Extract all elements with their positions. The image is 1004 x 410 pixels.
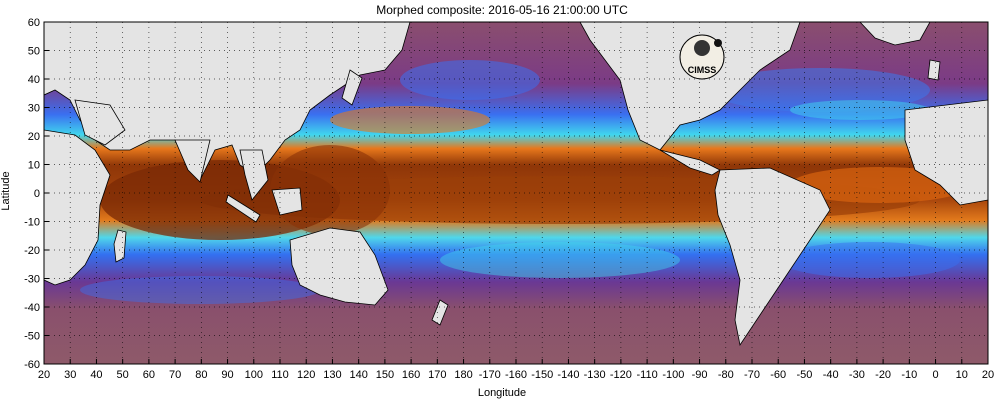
- chart-title: Morphed composite: 2016-05-16 21:00:00 U…: [376, 3, 628, 17]
- y-tick-label: 20: [28, 131, 40, 143]
- x-tick-label: -70: [744, 369, 760, 381]
- x-tick-label: 90: [221, 369, 233, 381]
- central-america-landmass: [659, 149, 721, 176]
- x-axis-label: Longitude: [477, 387, 527, 399]
- y-tick-label: 50: [28, 46, 40, 58]
- south-america-landmass: [714, 167, 831, 347]
- y-axis-ticks: 60 50 40 30 20 10 0 -10 -20 -30 -40 -50 -60: [24, 17, 49, 371]
- x-tick-label: -160: [505, 369, 527, 381]
- north-america-landmass: [579, 22, 801, 151]
- uk-landmass: [927, 59, 941, 81]
- cimss-logo-text: CIMSS: [688, 65, 717, 75]
- australia-landmass: [289, 227, 389, 306]
- x-tick-label: -20: [875, 369, 891, 381]
- indochina-landmass: [239, 149, 269, 201]
- x-tick-label: 70: [169, 369, 181, 381]
- x-tick-label: -90: [692, 369, 708, 381]
- greenland-landmass: [859, 22, 931, 46]
- x-tick-label: 60: [143, 369, 155, 381]
- x-tick-label: -120: [610, 369, 632, 381]
- x-tick-label: 30: [64, 369, 76, 381]
- y-tick-label: 30: [28, 103, 40, 115]
- arabia-landmass: [74, 99, 126, 146]
- africa-landmass: [44, 129, 111, 286]
- x-axis-ticks: 20 30 40 50 60 70 80 90 100 110 120 130 140 150 160 170…: [38, 359, 994, 381]
- y-tick-label: -60: [24, 359, 40, 371]
- x-tick-label: -60: [770, 369, 786, 381]
- land-masses: [44, 22, 988, 347]
- y-tick-label: 60: [28, 17, 40, 29]
- x-tick-label: 120: [297, 369, 315, 381]
- y-tick-label: -40: [24, 302, 40, 314]
- x-tick-label: 50: [117, 369, 129, 381]
- y-tick-label: -20: [24, 245, 40, 257]
- x-tick-label: 40: [90, 369, 102, 381]
- sumatra-landmass: [225, 194, 261, 223]
- x-tick-label: 10: [956, 369, 968, 381]
- west-africa-landmass: [904, 99, 988, 206]
- y-tick-label: 0: [34, 188, 40, 200]
- new-zealand-landmass: [431, 299, 449, 326]
- x-tick-label: -50: [796, 369, 812, 381]
- x-tick-label: 130: [323, 369, 341, 381]
- map-field: [44, 22, 988, 364]
- japan-landmass: [341, 69, 363, 106]
- x-tick-label: -110: [637, 369, 658, 381]
- x-tick-label: 0: [932, 369, 938, 381]
- x-tick-label: 20: [38, 369, 50, 381]
- borneo-landmass: [271, 187, 303, 216]
- y-tick-label: -10: [24, 217, 40, 229]
- y-tick-label: -30: [24, 274, 40, 286]
- x-tick-label: 160: [402, 369, 420, 381]
- x-tick-label: 140: [349, 369, 367, 381]
- cimss-logo: CIMSS: [679, 34, 725, 80]
- x-tick-label: -30: [849, 369, 865, 381]
- x-tick-label: 180: [454, 369, 472, 381]
- y-tick-label: 40: [28, 74, 40, 86]
- x-tick-label: 80: [195, 369, 207, 381]
- x-tick-label: 170: [428, 369, 446, 381]
- x-tick-label: -10: [901, 369, 917, 381]
- x-tick-label: 100: [245, 369, 263, 381]
- graticule-grid: [44, 22, 988, 364]
- x-tick-label: -40: [823, 369, 839, 381]
- x-tick-label: -150: [531, 369, 553, 381]
- x-tick-label: -130: [584, 369, 606, 381]
- x-tick-label: 110: [271, 369, 289, 381]
- y-tick-label: 10: [28, 160, 40, 172]
- x-tick-label: -80: [718, 369, 734, 381]
- x-tick-label: 20: [982, 369, 994, 381]
- y-tick-label: -50: [24, 331, 40, 343]
- x-tick-label: 150: [376, 369, 394, 381]
- x-tick-label: -140: [557, 369, 579, 381]
- moisture-features: [80, 60, 970, 304]
- india-landmass: [174, 139, 211, 183]
- x-tick-label: -170: [479, 369, 501, 381]
- x-tick-label: -100: [662, 369, 684, 381]
